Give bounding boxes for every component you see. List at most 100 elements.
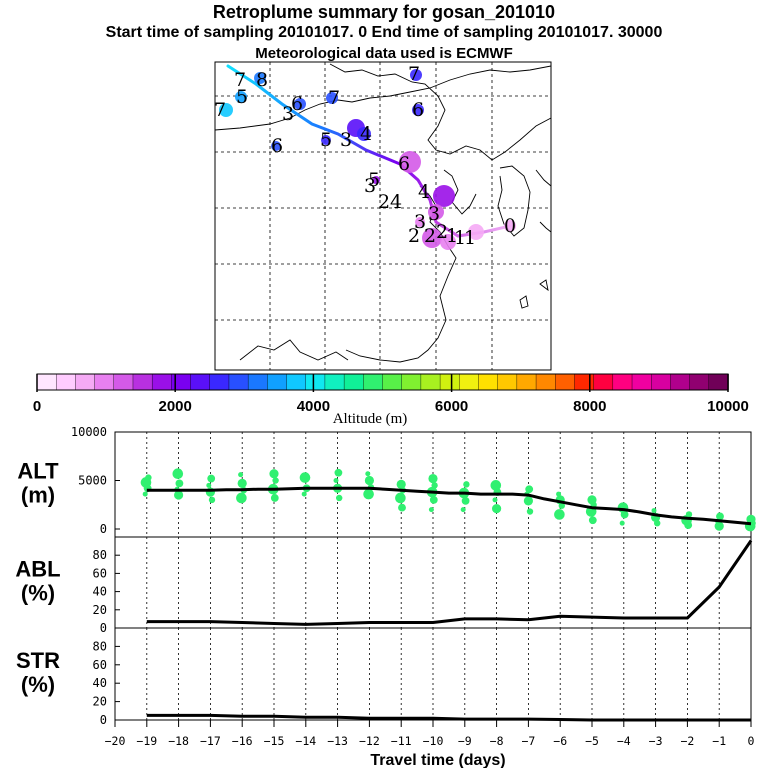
scatter-point <box>336 494 343 502</box>
scatter-point <box>587 495 597 505</box>
series-line-alt <box>146 486 752 526</box>
plume-dot <box>412 104 424 116</box>
plume-day-label: 8 <box>256 69 268 91</box>
colorbar-cell <box>670 373 691 391</box>
scatter-point <box>333 478 339 483</box>
colorbar-cell <box>190 373 211 391</box>
panel-str: 0 20 40 60 80 STR(%) <box>16 627 752 727</box>
plume-day-label: 1 <box>464 227 476 249</box>
scatter-point <box>463 481 470 488</box>
y-axis-label: (m) <box>21 483 55 508</box>
plume-dot <box>372 176 380 184</box>
colorbar-cell <box>382 373 403 391</box>
plume-day-label: 2 <box>436 221 448 243</box>
colorbar-cell <box>631 373 652 391</box>
x-tick-label: −5 <box>585 734 599 748</box>
scatter-point <box>685 511 693 518</box>
scatter-point <box>364 475 374 486</box>
colorbar-cell <box>286 373 307 391</box>
plume-day-label: 6 <box>291 93 303 115</box>
colorbar-tick-label: 8000 <box>573 398 606 415</box>
scatter-point <box>236 492 247 504</box>
scatter-point <box>492 504 502 514</box>
scatter-point <box>619 520 625 526</box>
colorbar-cell <box>439 373 460 391</box>
scatter-point <box>174 490 184 500</box>
colorbar-title: Altitude (m) <box>333 411 408 427</box>
scatter-point <box>429 496 438 504</box>
chart-title: Retroplume summary for gosan_201010 <box>212 2 556 22</box>
scatter-point <box>492 497 498 503</box>
colorbar-tick-label: 4000 <box>297 398 330 415</box>
y-tick-label: 20 <box>93 603 107 617</box>
scatter-point <box>556 491 562 497</box>
scatter-point <box>272 477 279 484</box>
colorbar-cell <box>363 373 384 391</box>
y-tick-label: 60 <box>93 566 107 580</box>
y-tick-label: 40 <box>93 585 107 599</box>
colorbar-cell <box>478 373 499 391</box>
x-tick-label: −1 <box>712 734 726 748</box>
x-tick-label: −10 <box>423 734 444 748</box>
x-tick-label: −14 <box>295 734 316 748</box>
colorbar-cell <box>689 373 710 391</box>
scatter-point <box>270 494 279 502</box>
scatter-point <box>554 509 565 520</box>
plume-dot <box>321 135 331 145</box>
scatter-point <box>299 472 311 483</box>
plume-dot <box>254 72 266 84</box>
plume-dot <box>271 141 281 151</box>
scatter-point <box>398 503 406 512</box>
plume-day-label: 5 <box>320 129 332 151</box>
scatter-point <box>238 472 244 478</box>
x-axis-label: Travel time (days) <box>370 752 505 768</box>
plume-day-label: 6 <box>412 99 424 121</box>
scatter-point <box>428 473 438 484</box>
plume-day-label: 3 <box>414 211 426 233</box>
plume-day-label: 4 <box>418 181 430 203</box>
plume-day-label: 2 <box>378 191 390 213</box>
scatter-point <box>460 507 466 513</box>
plume-dot <box>428 204 444 220</box>
plume-day-label: 4 <box>360 123 372 145</box>
scatter-point <box>363 488 374 500</box>
colorbar-cell <box>651 373 672 391</box>
scatter-point <box>237 478 247 489</box>
x-tick-label: −17 <box>200 734 221 748</box>
colorbar-cell <box>113 373 134 391</box>
colorbar-cell <box>267 373 288 391</box>
x-tick-label: −8 <box>490 734 504 748</box>
colorbar-tick-label: 10000 <box>707 398 749 415</box>
scatter-point <box>716 512 724 521</box>
colorbar-cell <box>151 373 173 391</box>
y-tick-label: 20 <box>93 695 107 709</box>
colorbar-cell <box>401 373 422 391</box>
scatter-point <box>525 485 534 494</box>
plume-dot <box>294 98 306 110</box>
panel-alt: 0 5000 10000 ALT(m) <box>17 425 756 538</box>
y-axis-label: ALT <box>17 459 59 484</box>
plume-day-label: 4 <box>390 191 402 213</box>
plume-dot <box>422 228 442 248</box>
x-tick-label: −18 <box>168 734 189 748</box>
colorbar-cell <box>171 373 192 391</box>
plume-day-label: 3 <box>282 103 294 125</box>
y-tick-label: 80 <box>93 639 107 653</box>
colorbar-cell <box>555 373 576 391</box>
scatter-point <box>334 468 343 477</box>
scatter-point <box>207 474 216 483</box>
scatter-point <box>526 508 534 515</box>
plume-day-label: 3 <box>364 175 376 197</box>
plume-day-label: 6 <box>271 135 283 157</box>
plume-dot <box>410 69 422 81</box>
y-tick-label: 5000 <box>78 474 107 488</box>
y-tick-label: 40 <box>93 676 107 690</box>
colorbar-cell <box>209 373 230 391</box>
scatter-point <box>428 507 434 513</box>
scatter-point <box>746 514 756 524</box>
scatter-point <box>490 480 502 491</box>
scatter-point <box>208 496 216 504</box>
scatter-point <box>145 474 152 481</box>
